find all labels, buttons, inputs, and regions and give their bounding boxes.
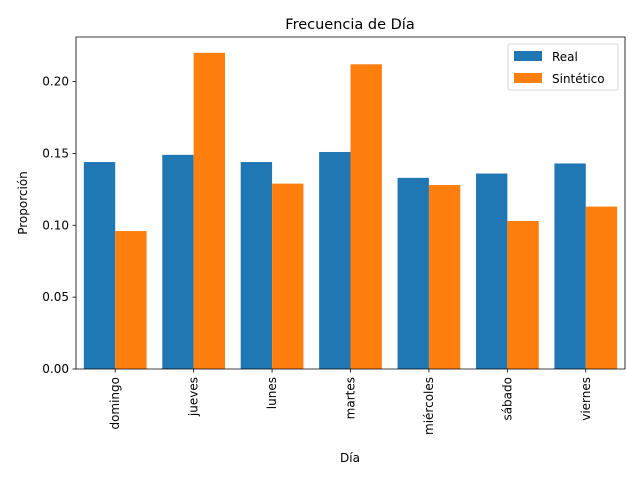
- bar-sintético-viernes: [585, 206, 618, 369]
- bar-sintético-martes: [350, 64, 382, 369]
- legend: Real Sintético: [507, 43, 619, 91]
- bar-sintético-miércoles: [428, 185, 461, 369]
- x-tick-label-lunes: lunes: [265, 377, 279, 409]
- bar-sintético-sábado: [507, 220, 539, 369]
- y-axis-label: Proporción: [16, 171, 30, 235]
- y-tick-label: 0.00: [42, 362, 69, 376]
- bar-real-lunes: [240, 162, 273, 369]
- chart-title: Frecuencia de Día: [285, 17, 414, 33]
- x-axis-label: Día: [340, 451, 360, 465]
- bar-real-miércoles: [397, 177, 429, 369]
- plot-area: 0.00 0.05 0.10 0.15 0.20 domingo jueves lunes ma…: [42, 36, 626, 435]
- axes-frame: [75, 36, 626, 370]
- x-tick-label-miércoles: miércoles: [422, 377, 436, 435]
- bar-real-martes: [319, 151, 351, 369]
- x-tick-label-martes: martes: [344, 377, 358, 419]
- bar-sintético-jueves: [193, 52, 226, 370]
- bar-real-domingo: [83, 162, 116, 369]
- legend-label-sintético: Sintético: [552, 72, 605, 86]
- x-tick-label-sábado: sábado: [500, 377, 514, 421]
- bar-real-viernes: [554, 163, 586, 369]
- bar-real-sábado: [475, 173, 508, 369]
- legend-swatch-real: [514, 51, 542, 61]
- y-tick-label: 0.20: [42, 75, 69, 89]
- bar-real-jueves: [162, 154, 194, 369]
- y-tick-label: 0.10: [42, 218, 69, 232]
- y-tick-label: 0.15: [42, 146, 69, 160]
- bar-sintético-domingo: [115, 231, 147, 369]
- legend-label-real: Real: [552, 50, 578, 64]
- legend-swatch-sintético: [514, 73, 542, 83]
- x-tick-label-jueves: jueves: [187, 377, 201, 417]
- bar-sintético-lunes: [272, 183, 304, 369]
- y-tick-label: 0.05: [42, 290, 69, 304]
- x-tick-label-viernes: viernes: [579, 377, 593, 421]
- x-tick-label-domingo: domingo: [108, 377, 122, 430]
